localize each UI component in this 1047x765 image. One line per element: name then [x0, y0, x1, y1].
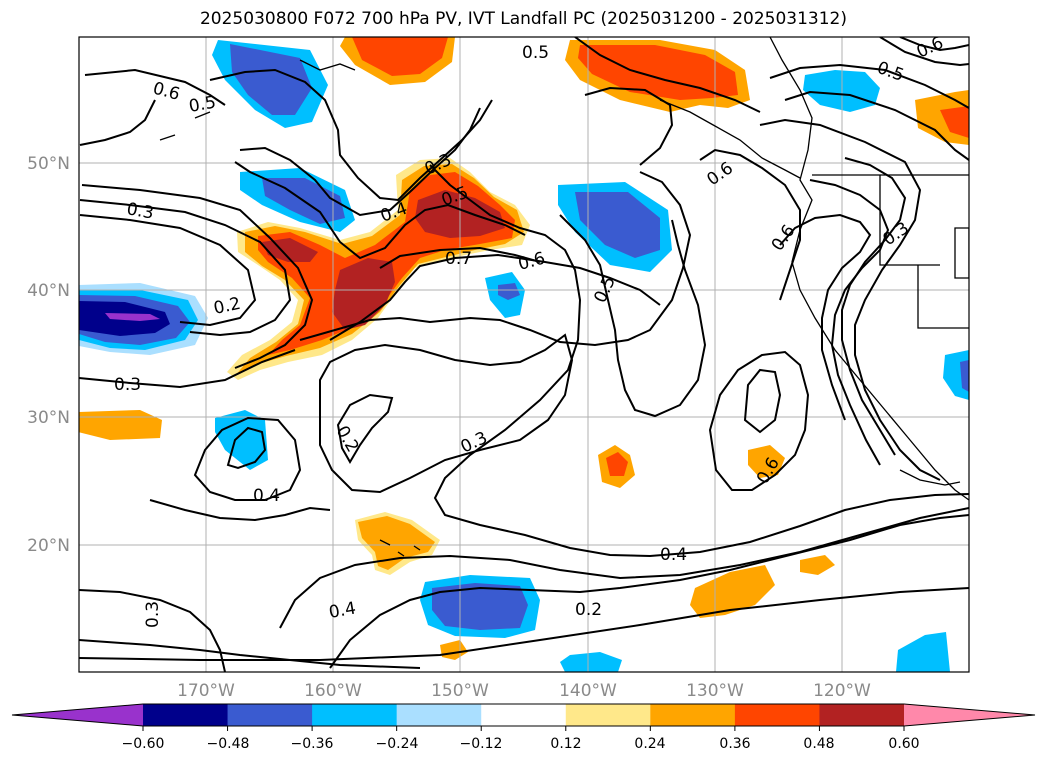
colorbar-labels: −0.60 −0.48 −0.36 −0.24 −0.12 0.12 0.24 … — [122, 736, 920, 752]
colorbar-tick-label: −0.12 — [460, 736, 503, 752]
lat-label: 30°N — [27, 408, 70, 428]
contour-label: 0.3 — [125, 199, 155, 223]
colorbar-ticks — [142, 726, 905, 731]
colorbar-segment — [734, 704, 820, 726]
colorbar-tick-label: −0.60 — [122, 736, 165, 752]
colorbar-tick-label: −0.24 — [376, 736, 419, 752]
colorbar-segment — [312, 704, 398, 726]
coastlines — [159, 37, 969, 557]
colorbar-tick-label: 0.12 — [550, 736, 581, 752]
colorbar-tick-label: 0.36 — [719, 736, 750, 752]
contour-label: 0.4 — [327, 599, 357, 623]
contour-label: 0.5 — [522, 43, 549, 63]
colorbar-segment — [650, 704, 736, 726]
contour-label: 0.5 — [187, 93, 217, 117]
colorbar-segment — [396, 704, 482, 726]
lon-label: 130°W — [686, 681, 744, 701]
lat-label: 40°N — [27, 281, 70, 301]
contour-label: 0.3 — [114, 375, 141, 395]
colorbar-tick-label: −0.48 — [207, 736, 250, 752]
colorbar-tick-label: 0.60 — [888, 736, 919, 752]
contour-label: 0.7 — [445, 249, 472, 269]
contour-lines — [79, 37, 969, 672]
colorbar-segment — [565, 704, 651, 726]
longitude-labels: 170°W 160°W 150°W 140°W 130°W 120°W — [177, 681, 871, 701]
map-frame — [78, 36, 970, 673]
lat-label: 50°N — [27, 154, 70, 174]
colorbar-segment — [819, 704, 905, 726]
latitude-labels: 50°N 40°N 30°N 20°N — [27, 154, 70, 556]
colorbar-tick-label: 0.24 — [634, 736, 665, 752]
colorbar-segment — [481, 704, 567, 726]
lon-label: 120°W — [813, 681, 871, 701]
contour-label: 0.2 — [575, 600, 602, 620]
contour-label: 0.4 — [253, 486, 280, 506]
colorbar-extend-max — [904, 704, 1035, 726]
colorbar-tick-label: −0.36 — [291, 736, 334, 752]
contour-label: 0.4 — [660, 545, 687, 565]
colorbar-tick-label: 0.48 — [803, 736, 834, 752]
colorbar-segments — [12, 704, 1035, 726]
colorbar-segment — [227, 704, 313, 726]
chart-title: 2025030800 F072 700 hPa PV, IVT Landfall… — [199, 9, 847, 29]
lat-label: 20°N — [27, 536, 70, 556]
colorbar-extend-min — [12, 704, 143, 726]
contour-label: 0.3 — [143, 601, 163, 628]
colorbar: −0.60 −0.48 −0.36 −0.24 −0.12 0.12 0.24 … — [11, 703, 1036, 752]
lon-label: 170°W — [177, 681, 235, 701]
lon-label: 160°W — [304, 681, 362, 701]
map-panel: 0.6 0.5 0.5 0.6 0.5 0.3 0.4 0.5 0.7 0.6 … — [79, 37, 969, 672]
lon-label: 140°W — [559, 681, 617, 701]
colorbar-segment — [143, 704, 229, 726]
lon-label: 150°W — [431, 681, 489, 701]
